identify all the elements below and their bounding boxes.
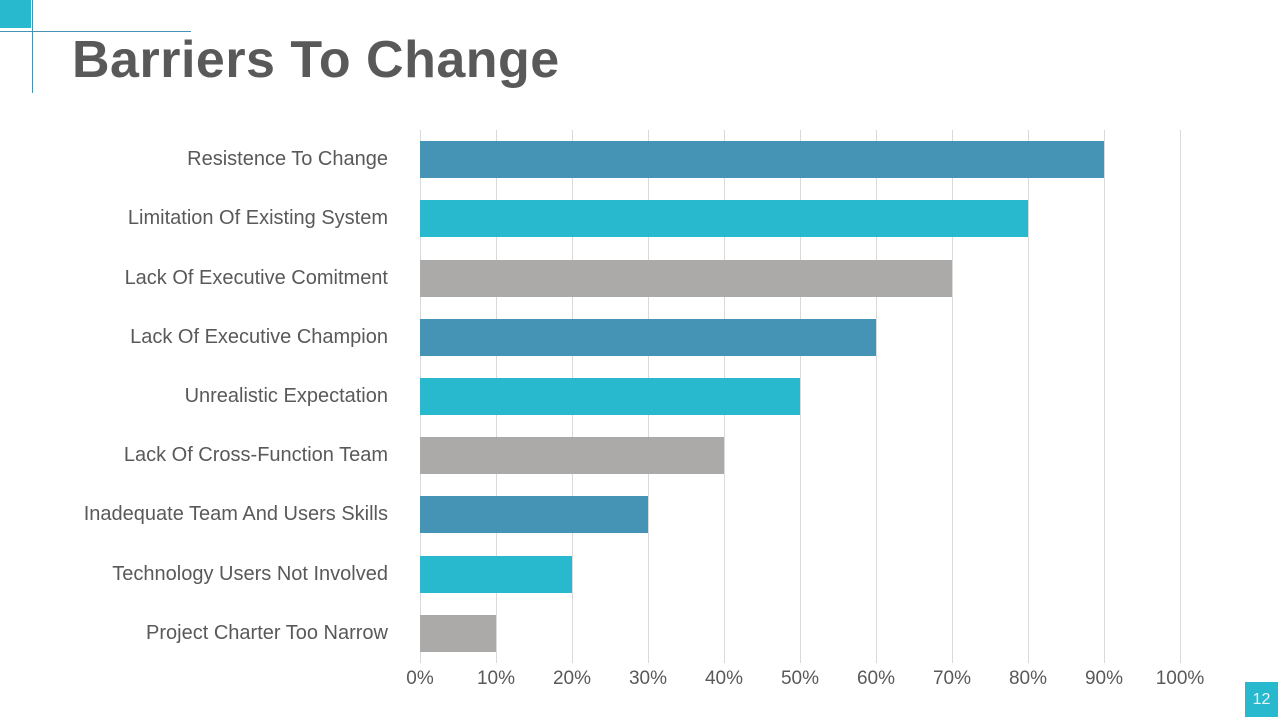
bar-row [420, 248, 1180, 307]
category-label: Resistence To Change [187, 148, 388, 171]
category-label: Technology Users Not Involved [112, 562, 388, 585]
bar-lack-of-cross-function-team [420, 437, 724, 475]
bar-limitation-of-existing-system [420, 200, 1028, 238]
bar-row [420, 604, 1180, 663]
x-axis-tick-label: 40% [704, 668, 744, 689]
category-label: Unrealistic Expectation [184, 384, 388, 407]
title-accent-vline [32, 0, 33, 93]
bar-row [420, 485, 1180, 544]
gridline [876, 130, 877, 663]
category-label: Lack Of Executive Champion [130, 325, 388, 348]
gridline [1180, 130, 1181, 663]
bar-row [420, 367, 1180, 426]
bar-row [420, 545, 1180, 604]
bars [420, 130, 1180, 663]
category-label: Limitation Of Existing System [127, 207, 388, 230]
bar-row [420, 308, 1180, 367]
bar-lack-of-executive-champion [420, 318, 876, 356]
category-labels: Resistence To Change Limitation Of Existi… [0, 130, 404, 663]
x-axis-tick-label: 50% [780, 668, 820, 689]
gridline [1104, 130, 1105, 663]
bar-unrealistic-expectation [420, 377, 800, 415]
bar-project-charter-too-narrow [420, 614, 496, 652]
gridline [1028, 130, 1029, 663]
title-accent-hline [0, 31, 191, 32]
category-label: Project Charter Too Narrow [146, 621, 388, 644]
page-number-badge: 12 [1245, 682, 1278, 717]
category-label: Lack Of Cross-Function Team [123, 444, 388, 467]
bar-inadequate-team-and-users-skills [420, 496, 648, 534]
x-axis-tick-label: 10% [476, 668, 516, 689]
plot-area [420, 130, 1181, 663]
x-axis-tick-label: 20% [552, 668, 592, 689]
x-axis-tick-label: 60% [856, 668, 896, 689]
slide-title: Barriers To Change [72, 31, 560, 89]
gridline [800, 130, 801, 663]
x-axis-tick-label: 100% [1155, 668, 1205, 689]
bar-row [420, 426, 1180, 485]
x-axis-tick-label: 0% [406, 668, 434, 689]
bar-technology-users-not-involved [420, 555, 572, 593]
x-axis-tick-label: 30% [628, 668, 668, 689]
bar-lack-of-executive-comitment [420, 259, 952, 297]
bar-row [420, 189, 1180, 248]
x-axis-tick-label: 90% [1084, 668, 1124, 689]
category-label: Inadequate Team And Users Skills [83, 503, 388, 526]
bar-resistence-to-change [420, 141, 1104, 179]
x-axis-tick-label: 80% [1008, 668, 1048, 689]
x-axis-tick-label: 70% [932, 668, 972, 689]
gridline [952, 130, 953, 663]
category-label: Lack Of Executive Comitment [124, 266, 388, 289]
title-accent-square [0, 0, 31, 28]
bar-row [420, 130, 1180, 189]
